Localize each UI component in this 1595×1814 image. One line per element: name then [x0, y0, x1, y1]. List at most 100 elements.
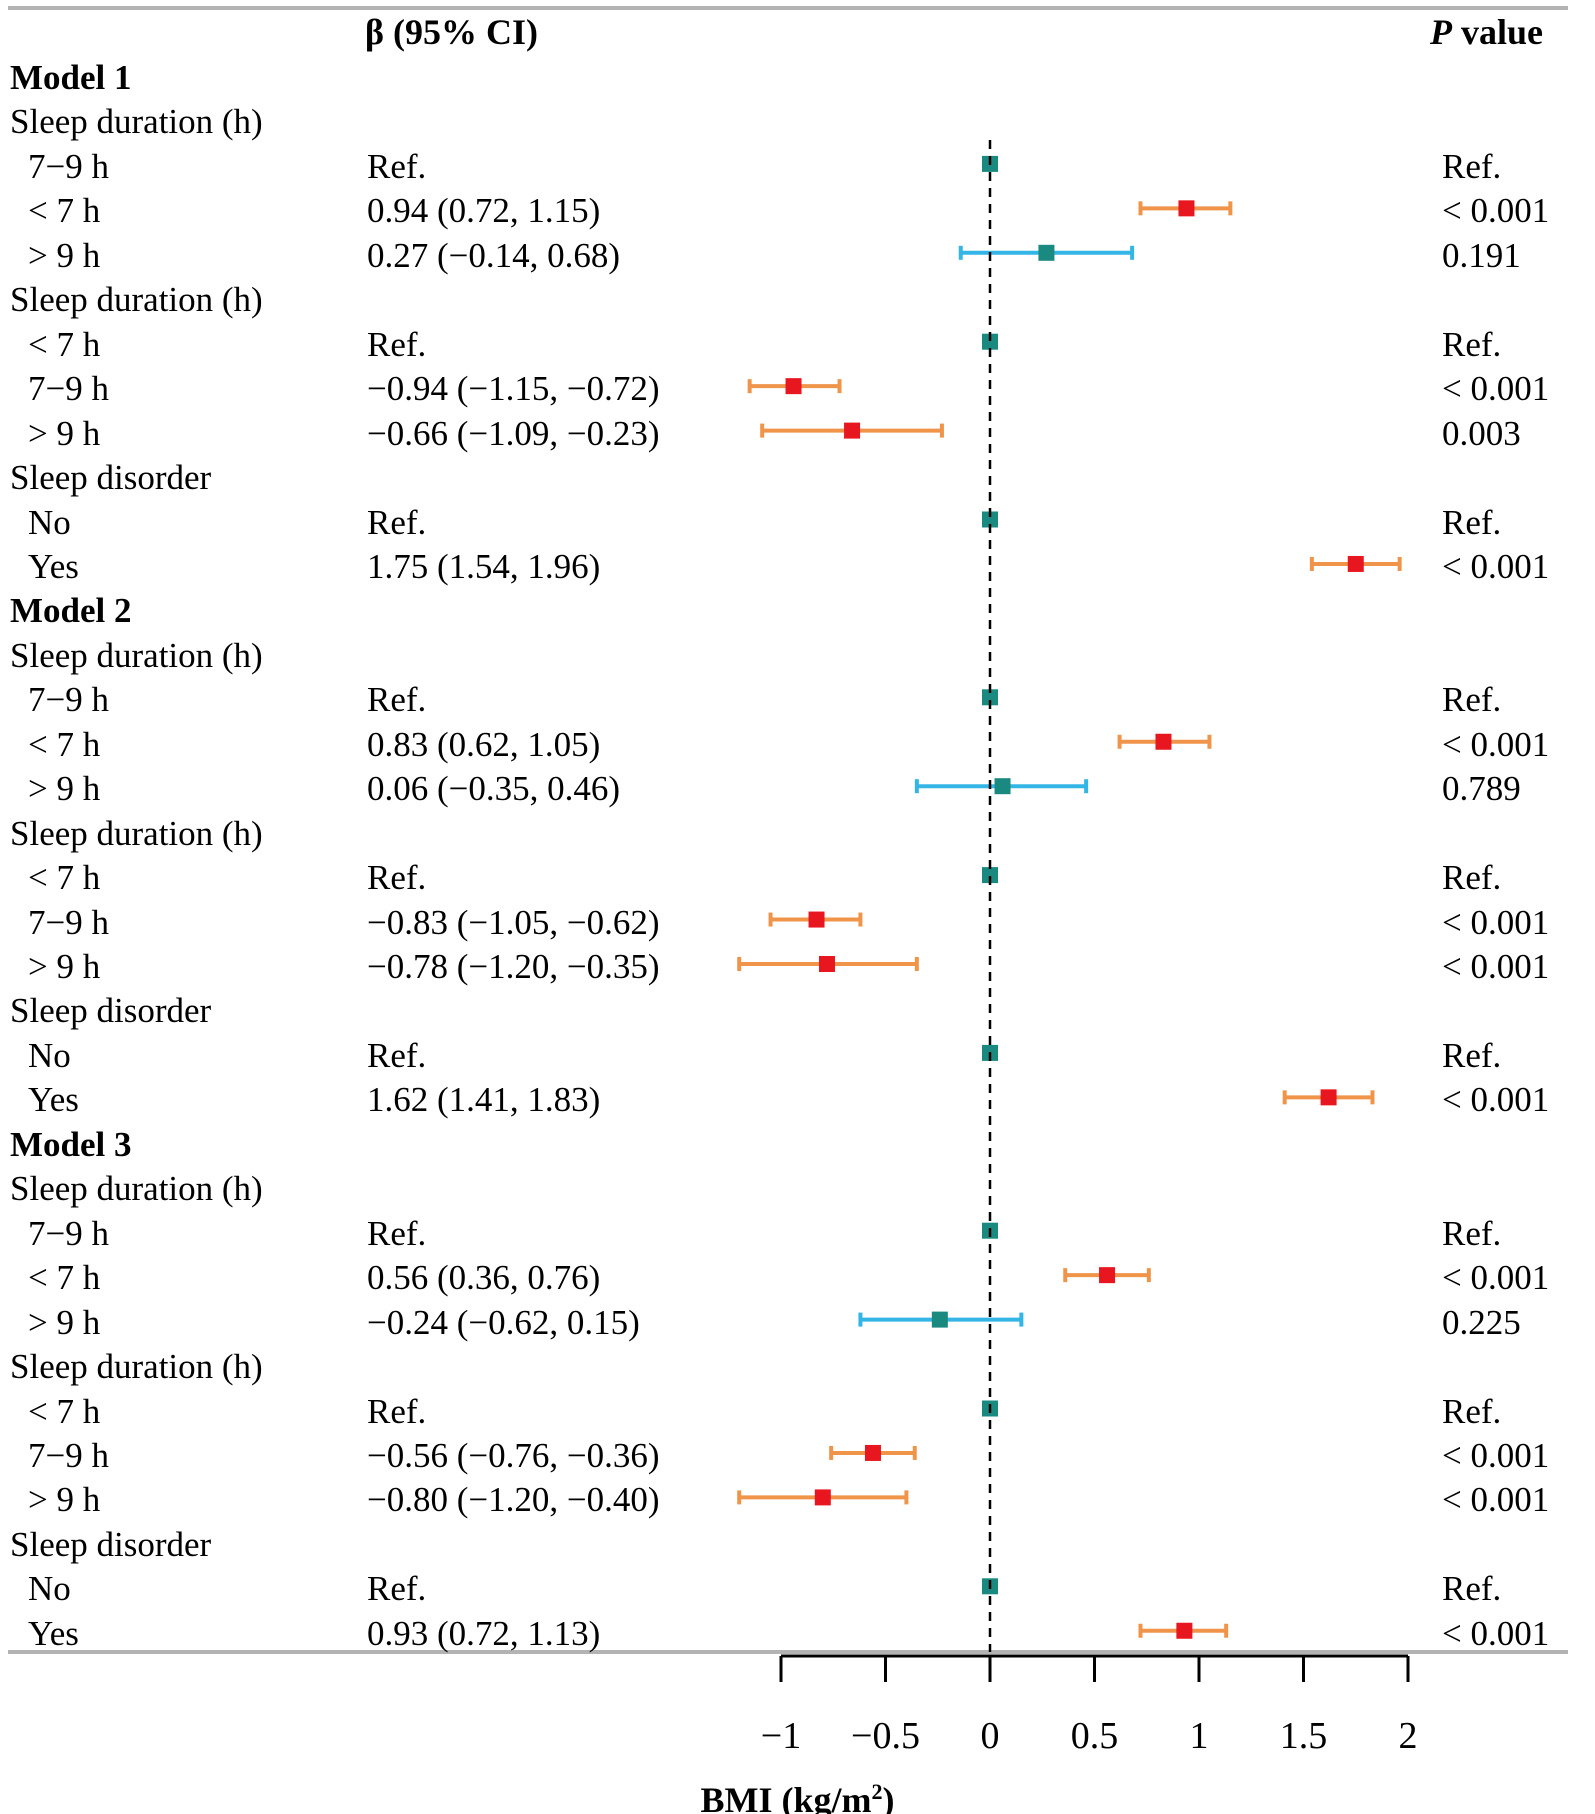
p-value-text: < 0.001 [1442, 724, 1550, 764]
p-value-text: < 0.001 [1442, 1613, 1550, 1653]
group-label: Sleep duration (h) [10, 280, 263, 320]
row-label: Yes [28, 1080, 79, 1120]
estimate-point [1178, 200, 1195, 217]
estimate-point [808, 911, 825, 928]
row-label: > 9 h [28, 235, 101, 275]
row-label: 7−9 h [28, 1435, 109, 1475]
reference-point [982, 689, 998, 706]
estimate-text: 0.27 (−0.14, 0.68) [367, 235, 621, 275]
estimate-text: Ref. [367, 146, 427, 186]
p-value-text: < 0.001 [1442, 546, 1550, 586]
p-value-text: < 0.001 [1442, 1080, 1550, 1120]
model-heading: Model 1 [10, 58, 132, 97]
x-axis-title: BMI (kg/m2) [0, 1772, 1595, 1814]
x-tick-label: 2 [1399, 1715, 1418, 1757]
row-label: > 9 h [28, 413, 101, 453]
p-value-text: < 0.001 [1442, 1480, 1550, 1520]
row-label: No [28, 1035, 71, 1075]
row-label: 7−9 h [28, 902, 109, 942]
estimate-point [814, 1489, 831, 1506]
group-label: Sleep disorder [10, 1524, 212, 1564]
row-label: Yes [28, 1613, 79, 1653]
x-tick-label: −0.5 [851, 1715, 920, 1757]
estimate-point [844, 422, 861, 439]
estimate-text: −0.56 (−0.76, −0.36) [367, 1435, 660, 1475]
top-rule [8, 6, 1568, 10]
row-label: < 7 h [28, 724, 101, 764]
p-value-text: Ref. [1442, 1213, 1502, 1253]
model-heading: Model 3 [10, 1124, 132, 1164]
estimate-text: Ref. [367, 502, 427, 542]
p-value-text: < 0.001 [1442, 902, 1550, 942]
row-label: 7−9 h [28, 146, 109, 186]
row-label: > 9 h [28, 769, 101, 809]
estimate-text: −0.83 (−1.05, −0.62) [367, 902, 660, 942]
estimate-point [1038, 244, 1055, 261]
row-label: > 9 h [28, 1302, 101, 1342]
p-value-text: Ref. [1442, 858, 1502, 898]
row-label: No [28, 502, 71, 542]
estimate-text: Ref. [367, 680, 427, 720]
estimate-point [864, 1444, 881, 1461]
row-label: < 7 h [28, 191, 101, 231]
estimate-point [931, 1311, 948, 1328]
estimate-text: −0.66 (−1.09, −0.23) [367, 413, 660, 453]
model-heading: Model 2 [10, 591, 132, 631]
estimate-column-header: β (95% CI) [365, 12, 538, 52]
x-axis-title-close: ) [882, 1780, 895, 1814]
p-value-text: < 0.001 [1442, 369, 1550, 409]
row-label: > 9 h [28, 1480, 101, 1520]
x-tick-label: −1 [761, 1715, 801, 1757]
p-value-text: Ref. [1442, 680, 1502, 720]
x-tick-label: 0.5 [1071, 1715, 1119, 1757]
estimate-point [1099, 1267, 1116, 1284]
estimate-text: 0.56 (0.36, 0.76) [367, 1258, 601, 1298]
row-label: 7−9 h [28, 369, 109, 409]
p-value-text: < 0.001 [1442, 1258, 1550, 1298]
row-label: 7−9 h [28, 1213, 109, 1253]
p-value-column-header: P value [1430, 12, 1543, 52]
p-value-text: < 0.001 [1442, 1435, 1550, 1475]
reference-point [982, 867, 998, 884]
estimate-text: −0.80 (−1.20, −0.40) [367, 1480, 660, 1520]
x-tick-label: 1.5 [1280, 1715, 1328, 1757]
estimate-text: −0.78 (−1.20, −0.35) [367, 947, 660, 986]
reference-point [982, 511, 998, 528]
p-value-text: Ref. [1442, 1035, 1502, 1075]
estimate-text: 0.83 (0.62, 1.05) [367, 724, 601, 764]
estimate-text: Ref. [367, 1569, 427, 1609]
estimate-point [818, 956, 835, 972]
p-value-text: Ref. [1442, 1569, 1502, 1609]
x-axis-title-text: BMI (kg/m [700, 1780, 872, 1814]
estimate-point [1155, 733, 1172, 750]
row-label: < 7 h [28, 858, 101, 898]
row-label: 7−9 h [28, 680, 109, 720]
p-value-text: Ref. [1442, 1391, 1502, 1431]
p-value-text: < 0.001 [1442, 947, 1550, 986]
group-label: Sleep duration (h) [10, 813, 263, 853]
p-value-text: 0.225 [1442, 1302, 1521, 1342]
p-value-text: Ref. [1442, 324, 1502, 364]
x-tick-label: 0 [981, 1715, 1000, 1757]
group-label: Sleep disorder [10, 458, 212, 498]
estimate-text: Ref. [367, 858, 427, 898]
estimate-point [785, 378, 802, 395]
p-value-text: Ref. [1442, 502, 1502, 542]
estimate-text: 1.62 (1.41, 1.83) [367, 1080, 601, 1120]
p-value-text: 0.191 [1442, 235, 1521, 275]
estimate-text: −0.94 (−1.15, −0.72) [367, 369, 660, 409]
estimate-text: Ref. [367, 1035, 427, 1075]
row-label: No [28, 1569, 71, 1609]
estimate-text: 0.93 (0.72, 1.13) [367, 1613, 601, 1653]
p-value-text: < 0.001 [1442, 191, 1550, 231]
estimate-text: 1.75 (1.54, 1.96) [367, 546, 601, 586]
x-axis-title-sup: 2 [871, 1779, 883, 1804]
p-label-italic: P [1430, 12, 1452, 52]
estimate-text: Ref. [367, 1391, 427, 1431]
estimate-text: Ref. [367, 1213, 427, 1253]
row-label: < 7 h [28, 1391, 101, 1431]
group-label: Sleep duration (h) [10, 102, 263, 142]
group-label: Sleep duration (h) [10, 1169, 263, 1209]
